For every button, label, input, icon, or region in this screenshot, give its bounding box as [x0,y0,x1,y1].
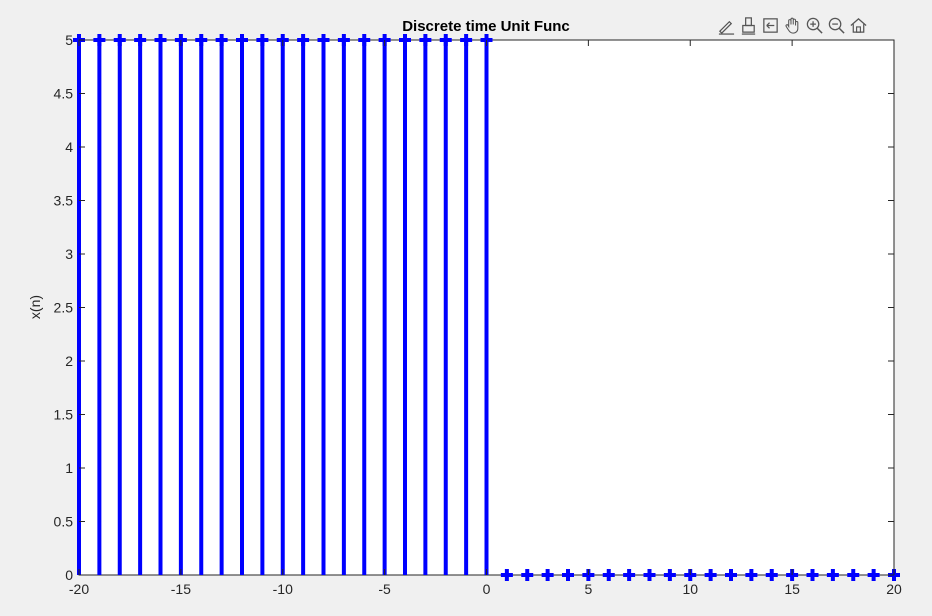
stem-marker [195,34,208,46]
stem-marker [745,569,758,581]
stem-marker [236,34,248,46]
y-tick-label: 0 [65,567,73,583]
x-axis-label: n [482,611,490,616]
y-tick-label: 1.5 [54,407,74,423]
x-tick-label: -15 [171,581,191,597]
x-tick-label: 0 [483,581,491,597]
axes-toolbar [716,13,868,37]
stem-marker [93,34,106,46]
y-tick-label: 4 [65,139,73,155]
chart-title: Discrete time Unit Func [402,18,570,35]
y-tick-label: 2.5 [54,300,74,316]
stem-marker [765,569,778,581]
edit-plot-icon[interactable] [716,14,736,36]
stem-marker [399,34,411,46]
stem-marker [562,569,574,581]
x-tick-label: 15 [784,581,800,597]
home-icon[interactable] [848,14,868,36]
stem-marker [623,569,636,581]
y-tick-label: 1 [65,460,73,476]
stem-marker [806,569,819,581]
x-tick-label: -5 [378,581,391,597]
stem-marker [297,34,310,46]
y-axis-label: x(n) [27,295,43,319]
stem-marker [643,569,656,581]
x-tick-label: 10 [682,581,698,597]
stem-marker [541,569,554,581]
y-tick-label: 0.5 [54,514,74,530]
y-tick-label: 5 [65,32,73,48]
zoom-in-icon[interactable] [804,14,824,36]
datatip-icon[interactable] [760,14,780,36]
stem-marker [215,34,228,46]
stem-marker [358,34,371,46]
stem-marker [439,34,452,46]
x-tick-label: -20 [69,581,89,597]
stem-marker [113,34,126,46]
stem-marker [847,569,860,581]
stem-marker [704,569,717,581]
stem-marker [154,34,167,46]
stem-marker [826,569,839,581]
stem-marker [317,34,330,46]
zoom-out-icon[interactable] [826,14,846,36]
stem-series [73,34,900,581]
stem-marker [663,569,676,581]
x-tick-label: 20 [886,581,902,597]
x-axis: -20 -15 -10 -5 0 5 10 15 20 [69,40,902,597]
x-tick-label: -10 [273,581,293,597]
stem-marker [867,569,880,581]
stem-marker [337,34,350,46]
stem-marker [602,569,615,581]
x-tick-label: 5 [584,581,592,597]
stem-marker [521,569,534,581]
stem-marker [500,569,513,581]
stem-marker [725,569,737,581]
y-tick-label: 3 [65,246,73,262]
brush-icon[interactable] [738,14,758,36]
pan-icon[interactable] [782,14,802,36]
stem-marker [460,34,473,46]
stem-marker [419,34,432,46]
stem-marker [134,34,147,46]
y-tick-label: 3.5 [54,193,74,209]
y-tick-label: 2 [65,353,73,369]
y-axis: 0 0.5 1 1.5 2 2.5 3 3.5 4 4.5 5 [54,32,894,583]
y-tick-label: 4.5 [54,86,74,102]
stem-marker [256,34,269,46]
